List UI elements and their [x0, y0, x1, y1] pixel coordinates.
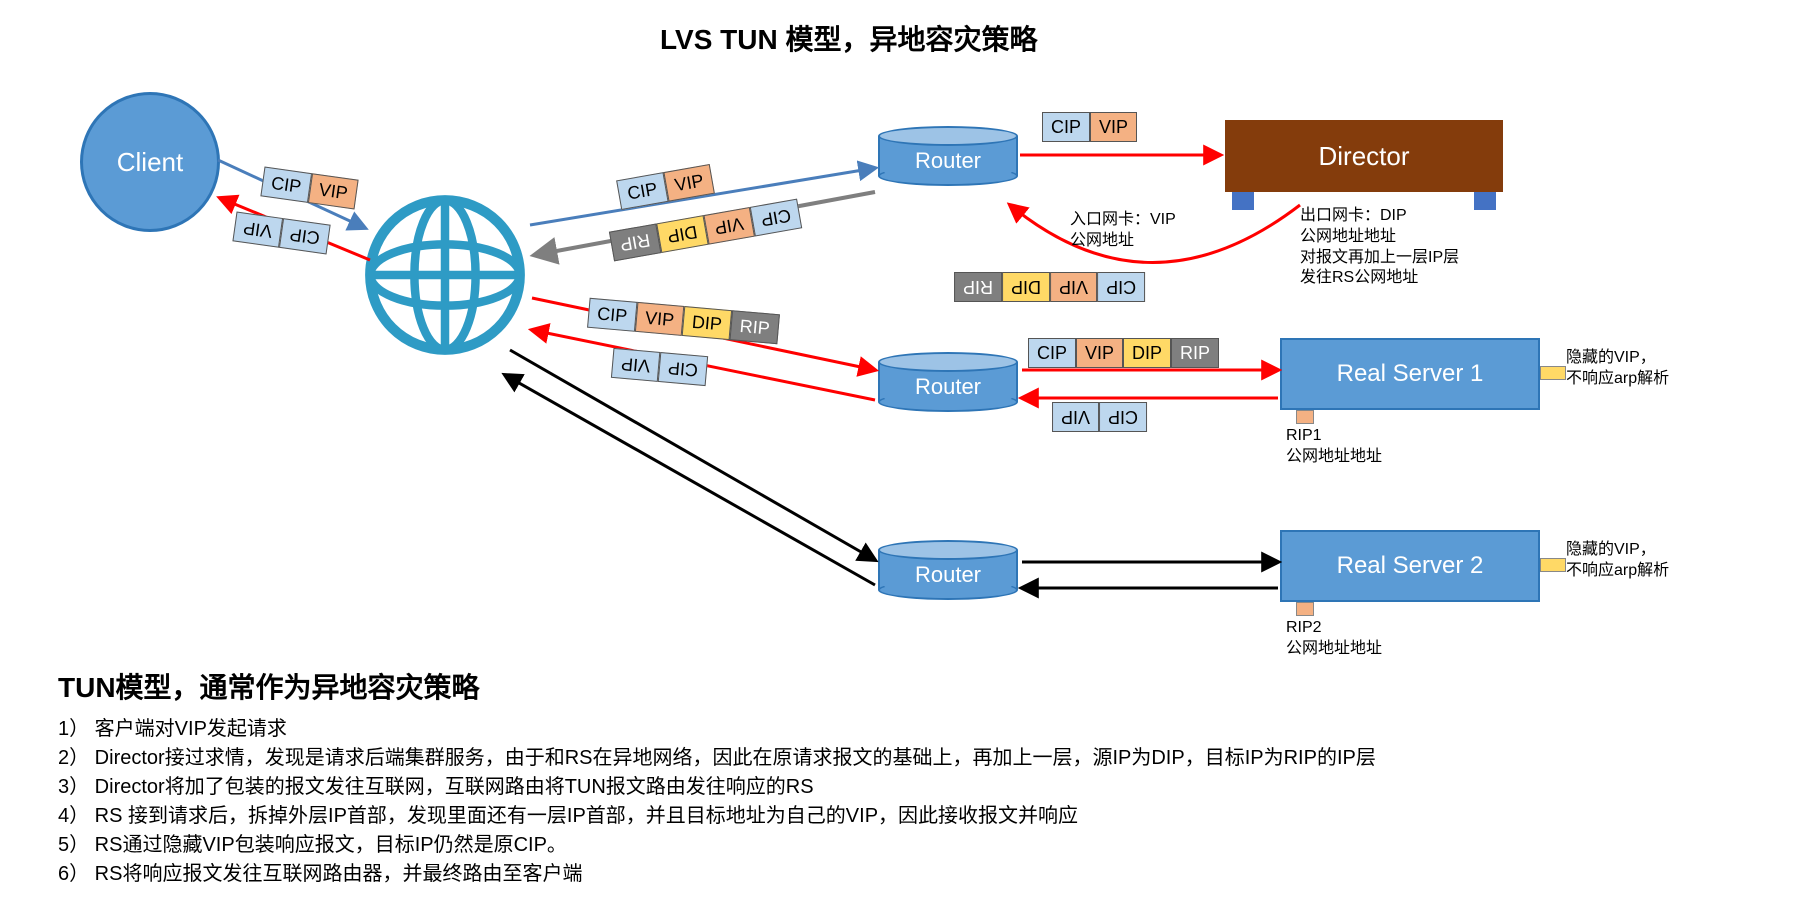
packet-cell: RIP: [954, 272, 1002, 302]
packet-cell: VIP: [611, 348, 660, 382]
packet-cell: RIP: [730, 310, 780, 344]
packet-cell: RIP: [1171, 338, 1219, 368]
packet-cell: CIP: [616, 172, 668, 210]
packet-cell: DIP: [1002, 272, 1050, 302]
packet-cell: CIP: [1042, 112, 1090, 142]
rs2-hidden-note: 隐藏的VIP， 不响应arp解析: [1566, 540, 1669, 582]
rs2-vip-tab: [1540, 558, 1566, 572]
rip2-note: RIP2 公网地址地址: [1286, 618, 1382, 660]
packet-client-in: CIPVIP: [232, 212, 330, 255]
footnotes: TUN模型，通常作为异地容灾策略 1） 客户端对VIP发起请求 2） Direc…: [58, 668, 1376, 889]
rip1-note: RIP1 公网地址地址: [1286, 426, 1382, 468]
packet-to-router2: CIPVIPDIPRIP: [587, 298, 780, 345]
packet-cell: CIP: [750, 199, 802, 237]
director-leg-left: [1232, 192, 1254, 210]
packet-cell: VIP: [703, 207, 755, 245]
packet-client-out: CIPVIP: [260, 167, 358, 210]
packet-to-rs1: CIPVIPDIPRIP: [1028, 338, 1219, 368]
packet-cell: VIP: [1090, 112, 1137, 142]
client-label: Client: [117, 147, 183, 178]
packet-cell: CIP: [587, 298, 637, 332]
client-node: Client: [80, 92, 220, 232]
director-out-note: 出口网卡：DIP 公网地址地址 对报文再加上一层IP层 发往RS公网地址: [1300, 206, 1459, 289]
packet-from-rs1: CIPVIP: [1052, 402, 1147, 432]
footnotes-header: TUN模型，通常作为异地容灾策略: [58, 668, 1376, 709]
router-3-label: Router: [878, 562, 1018, 588]
packet-to-director: CIPVIP: [1042, 112, 1137, 142]
packet-cell: VIP: [635, 302, 684, 336]
packet-cell: CIP: [1028, 338, 1076, 368]
real-server-1: Real Server 1: [1280, 338, 1540, 410]
router-1: Router: [878, 126, 1018, 186]
router-2-label: Router: [878, 374, 1018, 400]
packet-cell: VIP: [1052, 402, 1099, 432]
packet-from-director: CIPVIPDIPRIP: [954, 272, 1145, 302]
globe-icon: [360, 190, 530, 360]
packet-cell: VIP: [308, 173, 359, 209]
packet-cell: CIP: [658, 352, 708, 386]
footnote-6: 6） RS将响应报文发往互联网路由器，并最终路由至客户端: [58, 860, 1376, 889]
rs1-vip-tab: [1540, 366, 1566, 380]
packet-cell: VIP: [232, 212, 283, 248]
packet-cell: CIP: [1099, 402, 1147, 432]
footnote-2: 2） Director接过求情，发现是请求后端集群服务，由于和RS在异地网络，因…: [58, 744, 1376, 773]
router-3: Router: [878, 540, 1018, 600]
packet-to-router1: CIPVIP: [616, 164, 715, 210]
director-leg-right: [1474, 192, 1496, 210]
packet-from-router2: CIPVIP: [611, 348, 708, 386]
packet-from-router1: CIPVIPDIPRIP: [609, 199, 802, 262]
footnote-1: 1） 客户端对VIP发起请求: [58, 715, 1376, 744]
packet-cell: RIP: [609, 223, 661, 261]
rs2-label: Real Server 2: [1337, 552, 1484, 580]
router-1-label: Router: [878, 148, 1018, 174]
director-in-note: 入口网卡：VIP 公网地址: [1070, 210, 1176, 252]
real-server-2: Real Server 2: [1280, 530, 1540, 602]
footnote-4: 4） RS 接到请求后，拆掉外层IP首部，发现里面还有一层IP首部，并且目标地址…: [58, 802, 1376, 831]
packet-cell: CIP: [1097, 272, 1145, 302]
packet-cell: DIP: [1123, 338, 1171, 368]
packet-cell: VIP: [1050, 272, 1097, 302]
packet-cell: VIP: [663, 164, 715, 202]
packet-cell: CIP: [260, 167, 312, 203]
rs1-hidden-note: 隐藏的VIP， 不响应arp解析: [1566, 348, 1669, 390]
router-2: Router: [878, 352, 1018, 412]
footnote-5: 5） RS通过隐藏VIP包装响应报文，目标IP仍然是原CIP。: [58, 831, 1376, 860]
packet-cell: DIP: [682, 306, 732, 340]
director-node: Director: [1225, 120, 1503, 192]
packet-cell: VIP: [1076, 338, 1123, 368]
page-title: LVS TUN 模型，异地容灾策略: [660, 18, 1037, 58]
rs2-rip-tab: [1296, 602, 1314, 616]
rs1-label: Real Server 1: [1337, 360, 1484, 388]
packet-cell: DIP: [656, 215, 708, 253]
packet-cell: CIP: [279, 218, 331, 254]
rs1-rip-tab: [1296, 410, 1314, 424]
footnote-3: 3） Director将加了包装的报文发往互联网，互联网路由将TUN报文路由发往…: [58, 773, 1376, 802]
director-label: Director: [1318, 141, 1409, 172]
